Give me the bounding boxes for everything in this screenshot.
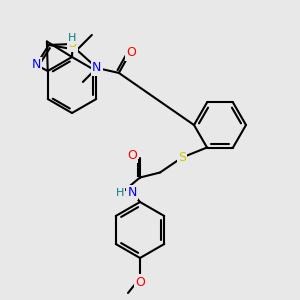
Text: N: N [127,186,137,199]
Text: O: O [126,46,136,59]
Text: H: H [116,188,124,197]
Text: H: H [68,33,76,43]
Text: O: O [135,275,145,289]
Text: N: N [32,58,41,71]
Text: N: N [92,61,102,74]
Text: O: O [127,149,137,162]
Text: S: S [178,151,186,164]
Text: S: S [69,38,76,50]
